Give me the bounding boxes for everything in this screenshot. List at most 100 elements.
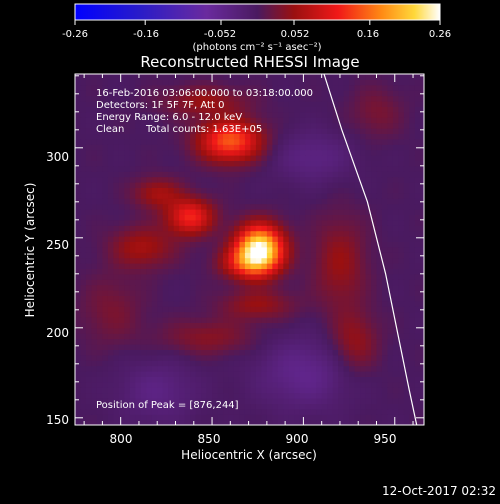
heatmap-cell: [283, 306, 290, 313]
heatmap-cell: [381, 392, 389, 399]
heatmap-cell: [332, 327, 339, 334]
heatmap-cell: [228, 317, 235, 323]
heatmap-cell: [288, 419, 295, 425]
heatmap-cell: [414, 84, 421, 91]
heatmap-cell: [91, 84, 98, 91]
heatmap-cell: [365, 322, 372, 329]
heatmap-cell: [420, 327, 424, 334]
heatmap-cell: [365, 252, 372, 259]
heatmap-cell: [184, 203, 191, 210]
heatmap-cell: [376, 165, 383, 172]
heatmap-cell: [294, 144, 301, 151]
heatmap-cell: [102, 338, 109, 345]
heatmap-cell: [107, 263, 114, 269]
heatmap-cell: [80, 322, 87, 329]
heatmap-cell: [113, 327, 120, 334]
heatmap-cell: [162, 279, 169, 286]
heatmap-cell: [371, 284, 378, 291]
heatmap-cell: [266, 230, 273, 237]
heatmap-cell: [223, 295, 230, 302]
heatmap-cell: [201, 311, 208, 318]
heatmap-cell: [129, 306, 136, 313]
info-clean: Clean: [96, 124, 124, 135]
heatmap-cell: [327, 306, 334, 313]
heatmap-cell: [338, 360, 345, 367]
heatmap-cell: [376, 74, 383, 80]
heatmap-cell: [255, 111, 262, 118]
heatmap-cell: [332, 209, 339, 215]
heatmap-cell: [299, 327, 306, 334]
heatmap-cell: [294, 349, 301, 356]
heatmap-cell: [316, 176, 323, 183]
heatmap-cell: [140, 138, 147, 145]
heatmap-cell: [294, 138, 301, 145]
heatmap-cell: [332, 90, 339, 97]
heatmap-cell: [184, 171, 191, 178]
heatmap-cell: [190, 236, 197, 242]
heatmap-cell: [168, 284, 175, 291]
heatmap-cell: [261, 144, 268, 151]
heatmap-cell: [261, 219, 268, 226]
heatmap-cell: [140, 306, 147, 313]
heatmap-cell: [403, 236, 410, 242]
heatmap-cell: [173, 236, 180, 242]
heatmap-cell: [223, 246, 230, 253]
heatmap-cell: [118, 144, 125, 151]
heatmap-cell: [96, 371, 104, 377]
heatmap-cell: [102, 209, 109, 215]
heatmap-cell: [414, 306, 421, 313]
heatmap-cell: [179, 257, 186, 264]
heatmap-cell: [360, 322, 367, 329]
heatmap-cell: [129, 225, 136, 232]
heatmap-cell: [135, 187, 142, 194]
heatmap-cell: [96, 257, 104, 264]
heatmap-cell: [239, 165, 246, 172]
heatmap-cell: [272, 84, 279, 91]
heatmap-cell: [310, 128, 317, 134]
heatmap-cell: [332, 279, 339, 286]
heatmap-cell: [255, 290, 262, 296]
heatmap-cell: [75, 192, 82, 199]
heatmap-cell: [190, 111, 197, 118]
heatmap-cell: [420, 149, 424, 156]
heatmap-cell: [228, 246, 235, 253]
heatmap-cell: [223, 257, 230, 264]
heatmap-cell: [201, 327, 208, 334]
heatmap-cell: [239, 155, 246, 161]
heatmap-cell: [343, 414, 350, 421]
heatmap-cell: [283, 322, 290, 329]
heatmap-cell: [338, 230, 345, 237]
heatmap-cell: [140, 241, 147, 248]
heatmap-cell: [250, 327, 257, 334]
heatmap-cell: [113, 344, 120, 350]
heatmap-cell: [212, 122, 219, 129]
heatmap-cell: [113, 225, 120, 232]
heatmap-cell: [255, 74, 262, 80]
heatmap-cell: [272, 273, 279, 280]
heatmap-cell: [349, 381, 356, 388]
heatmap-cell: [140, 84, 147, 91]
heatmap-cell: [118, 101, 125, 107]
heatmap-cell: [381, 381, 389, 388]
heatmap-cell: [113, 306, 120, 313]
heatmap-cell: [244, 230, 252, 237]
heatmap-cell: [162, 84, 169, 91]
heatmap-cell: [250, 246, 257, 253]
heatmap-cell: [223, 252, 230, 259]
heatmap-cell: [107, 79, 114, 86]
heatmap-cell: [162, 403, 169, 410]
heatmap-cell: [140, 295, 147, 302]
heatmap-cell: [420, 284, 424, 291]
heatmap-cell: [327, 84, 334, 91]
heatmap-cell: [420, 322, 424, 329]
heatmap-cell: [129, 263, 136, 269]
heatmap-cell: [349, 338, 356, 345]
heatmap-cell: [157, 192, 164, 199]
heatmap-cell: [157, 322, 164, 329]
heatmap-cell: [272, 106, 279, 113]
heatmap-cell: [184, 74, 191, 80]
heatmap-cell: [146, 414, 153, 421]
info-detectors: Detectors: 1F 5F 7F, Att 0: [96, 100, 224, 111]
heatmap-cell: [85, 236, 93, 242]
heatmap-cell: [190, 360, 197, 367]
